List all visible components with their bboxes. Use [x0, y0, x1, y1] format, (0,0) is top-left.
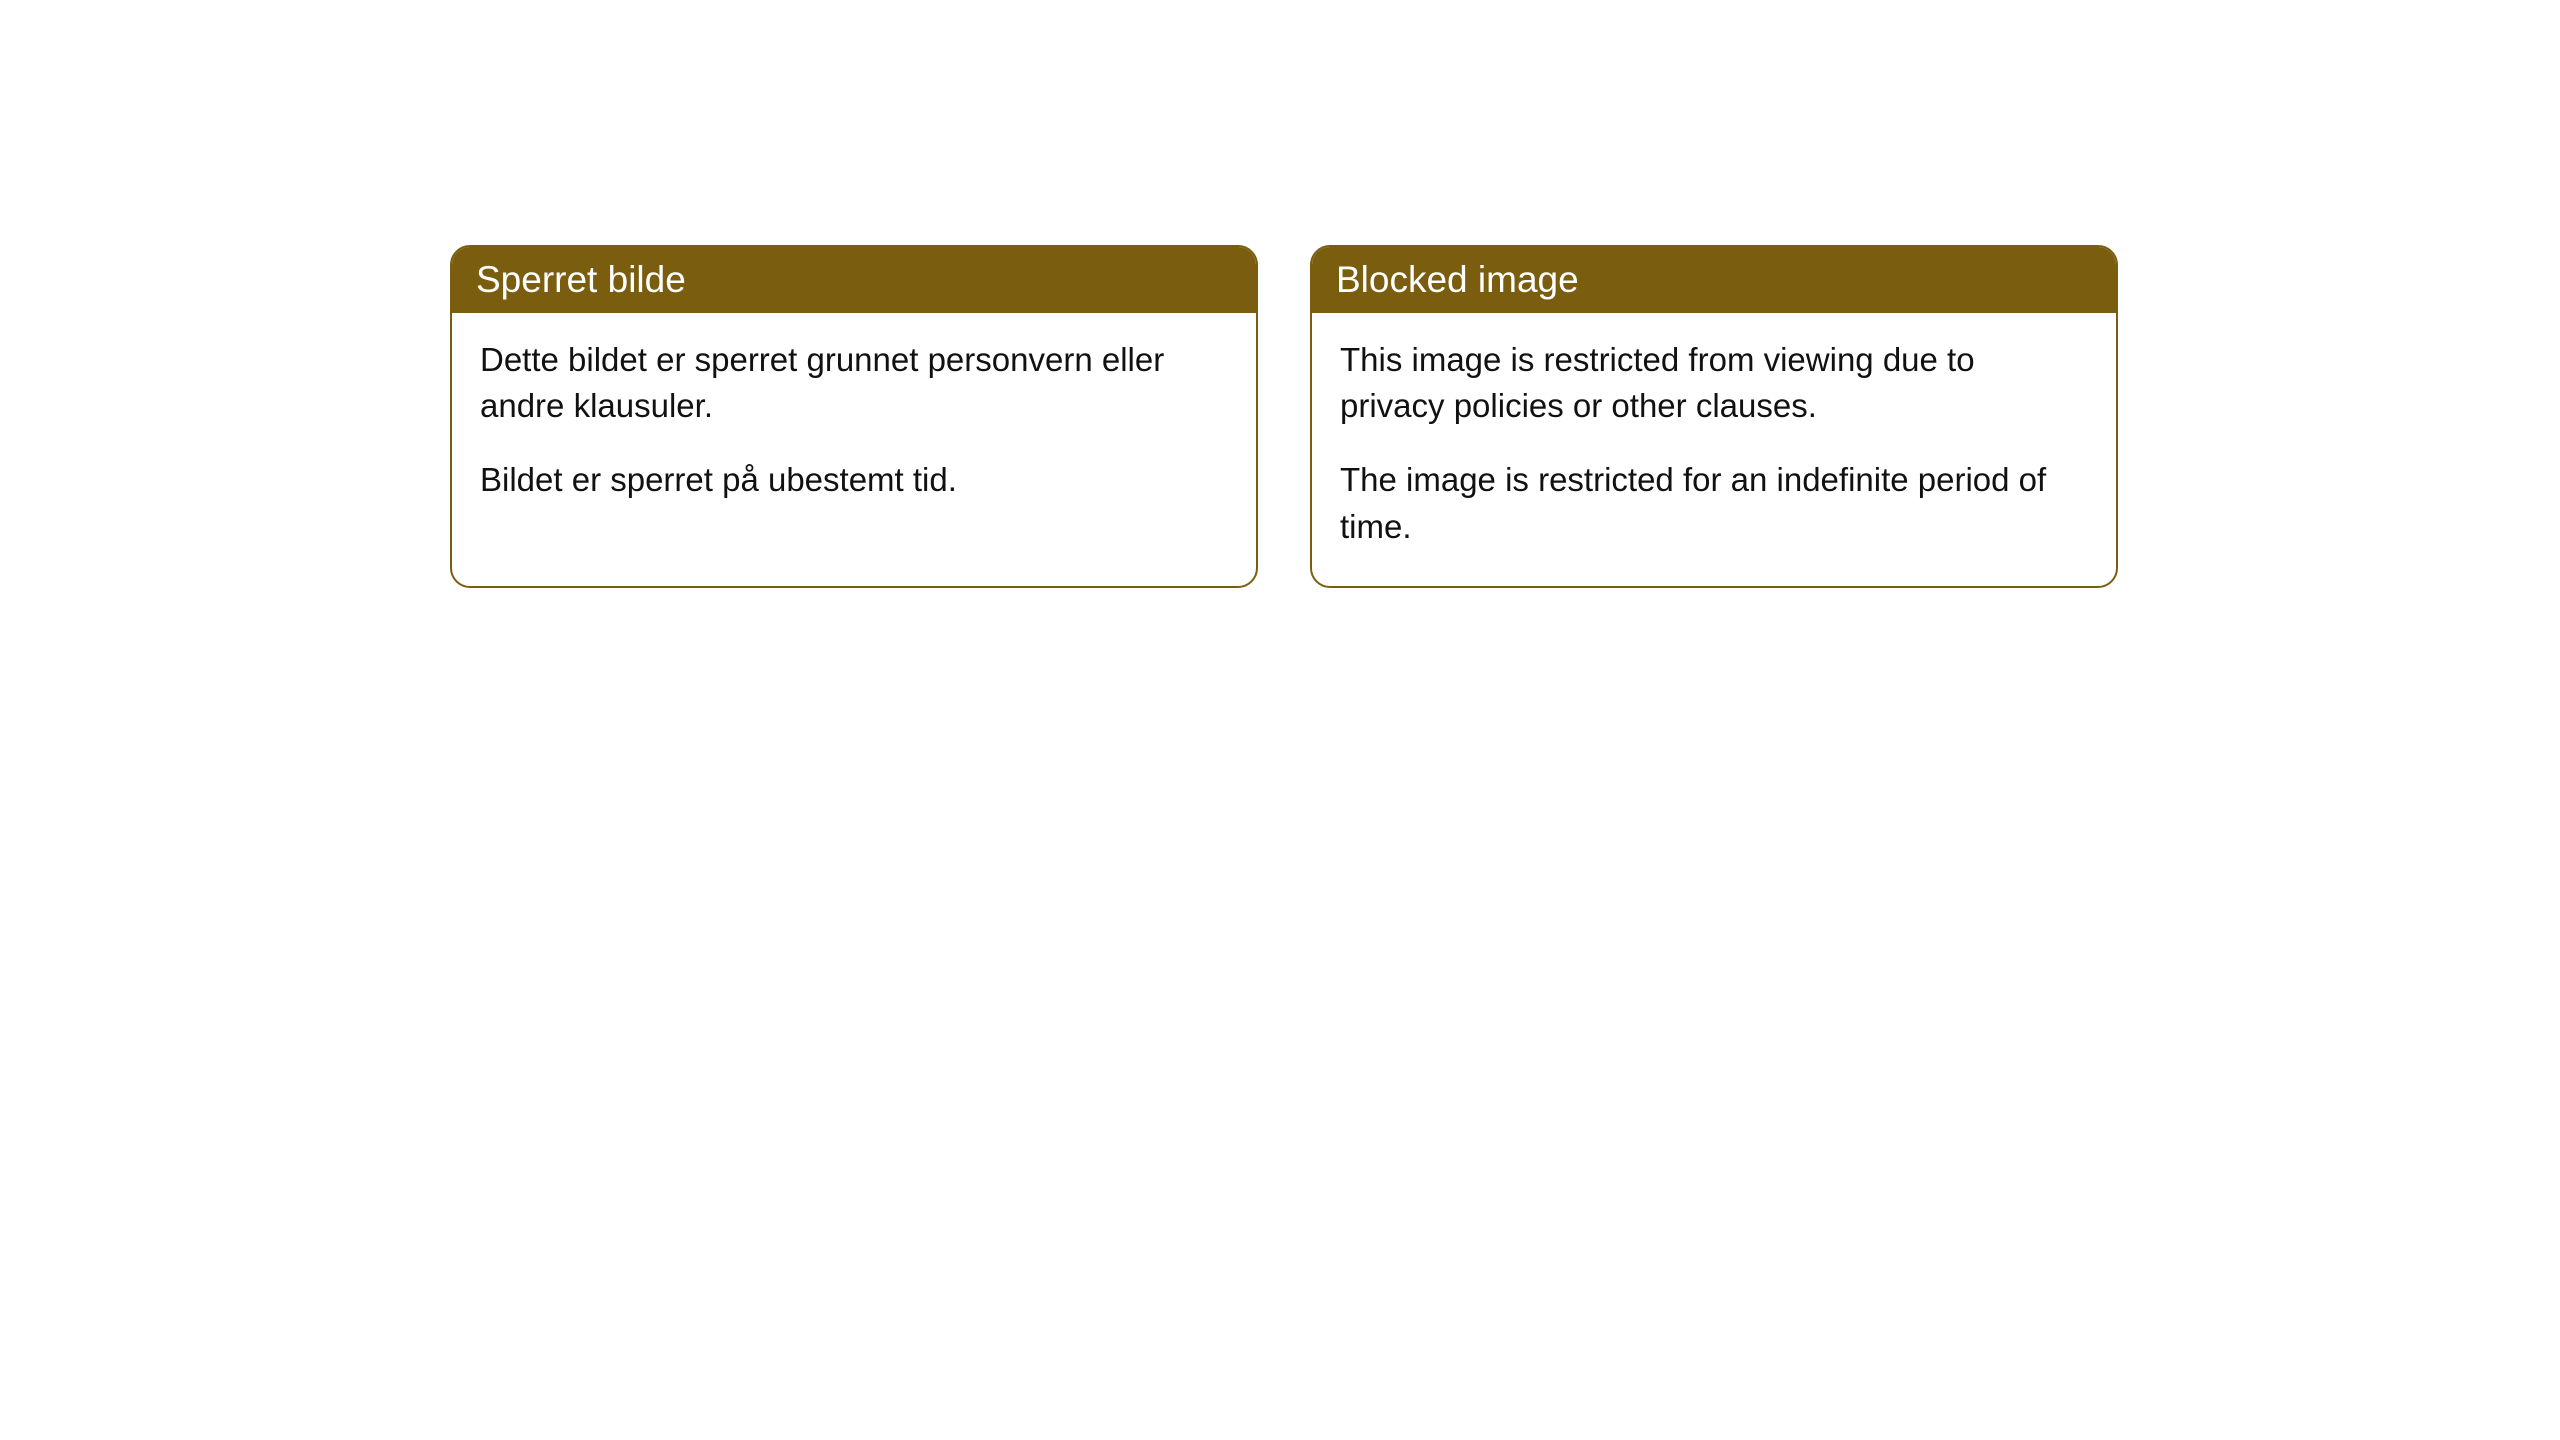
card-paragraph: This image is restricted from viewing du… — [1340, 337, 2088, 429]
card-title: Blocked image — [1336, 259, 1579, 300]
notice-card-english: Blocked image This image is restricted f… — [1310, 245, 2118, 588]
card-paragraph: The image is restricted for an indefinit… — [1340, 457, 2088, 549]
notice-cards-container: Sperret bilde Dette bildet er sperret gr… — [450, 245, 2118, 588]
card-body: This image is restricted from viewing du… — [1312, 313, 2116, 586]
card-header: Sperret bilde — [452, 247, 1256, 313]
card-paragraph: Dette bildet er sperret grunnet personve… — [480, 337, 1228, 429]
notice-card-norwegian: Sperret bilde Dette bildet er sperret gr… — [450, 245, 1258, 588]
card-paragraph: Bildet er sperret på ubestemt tid. — [480, 457, 1228, 503]
card-body: Dette bildet er sperret grunnet personve… — [452, 313, 1256, 540]
card-header: Blocked image — [1312, 247, 2116, 313]
card-title: Sperret bilde — [476, 259, 686, 300]
